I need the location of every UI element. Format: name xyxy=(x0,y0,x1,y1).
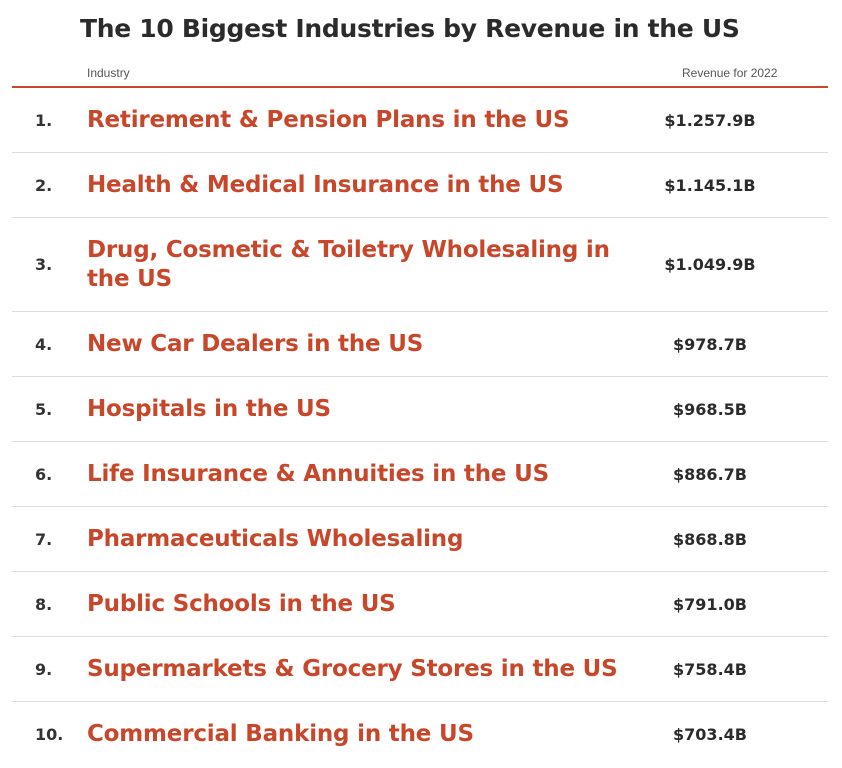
revenue-value: $868.8B xyxy=(673,529,747,549)
industry-link[interactable]: Life Insurance & Annuities in the US xyxy=(87,460,549,487)
rank: 9. xyxy=(35,659,53,679)
industry-link[interactable]: Supermarkets & Grocery Stores in the US xyxy=(87,655,618,682)
column-header-revenue: Revenue for 2022 xyxy=(682,66,778,80)
revenue-value: $791.0B xyxy=(673,594,747,614)
table-row: 9. Supermarkets & Grocery Stores in the U… xyxy=(12,637,828,702)
page-title: The 10 Biggest Industries by Revenue in … xyxy=(80,14,740,43)
revenue-value: $703.4B xyxy=(673,724,747,744)
rank: 8. xyxy=(35,594,53,614)
industry-link[interactable]: New Car Dealers in the US xyxy=(87,330,424,357)
industry-link[interactable]: Commercial Banking in the US xyxy=(87,720,474,747)
industry-link[interactable]: Drug, Cosmetic & Toiletry Wholesaling in… xyxy=(87,236,610,292)
industries-table: 1. Retirement & Pension Plans in the US $1… xyxy=(12,88,828,766)
table-row: 4. New Car Dealers in the US $978.7B xyxy=(12,312,828,377)
table-row: 1. Retirement & Pension Plans in the US $1… xyxy=(12,88,828,153)
industry-link[interactable]: Pharmaceuticals Wholesaling xyxy=(87,525,464,552)
revenue-value: $1.145.1B xyxy=(664,175,756,195)
revenue-value: $758.4B xyxy=(673,659,747,679)
revenue-value: $1.049.9B xyxy=(664,255,756,274)
rank: 3. xyxy=(35,255,53,274)
table-row: 7. Pharmaceuticals Wholesaling $868.8B xyxy=(12,507,828,572)
rank: 1. xyxy=(35,110,53,130)
revenue-value: $886.7B xyxy=(673,464,747,484)
table-row: 6. Life Insurance & Annuities in the US $8… xyxy=(12,442,828,507)
table-row: 8. Public Schools in the US $791.0B xyxy=(12,572,828,637)
table-row: 5. Hospitals in the US $968.5B xyxy=(12,377,828,442)
rank: 6. xyxy=(35,464,53,484)
rank: 7. xyxy=(35,529,53,549)
rank: 2. xyxy=(35,175,53,195)
rank: 4. xyxy=(35,334,53,354)
revenue-value: $968.5B xyxy=(673,399,747,419)
column-header-industry: Industry xyxy=(87,66,130,80)
rank: 5. xyxy=(35,399,53,419)
rank: 10. xyxy=(35,724,64,744)
revenue-value: $978.7B xyxy=(673,334,747,354)
industry-link[interactable]: Public Schools in the US xyxy=(87,590,396,617)
table-row: 10. Commercial Banking in the US $703.4B xyxy=(12,702,828,766)
table-row: 2. Health & Medical Insurance in the US $1… xyxy=(12,153,828,218)
industry-link[interactable]: Retirement & Pension Plans in the US xyxy=(87,106,570,133)
table-row: 3. Drug, Cosmetic & Toiletry Wholesaling … xyxy=(12,218,828,312)
industry-link[interactable]: Health & Medical Insurance in the US xyxy=(87,171,564,198)
revenue-value: $1.257.9B xyxy=(664,110,756,130)
header-divider xyxy=(12,86,828,88)
industry-link[interactable]: Hospitals in the US xyxy=(87,395,331,422)
